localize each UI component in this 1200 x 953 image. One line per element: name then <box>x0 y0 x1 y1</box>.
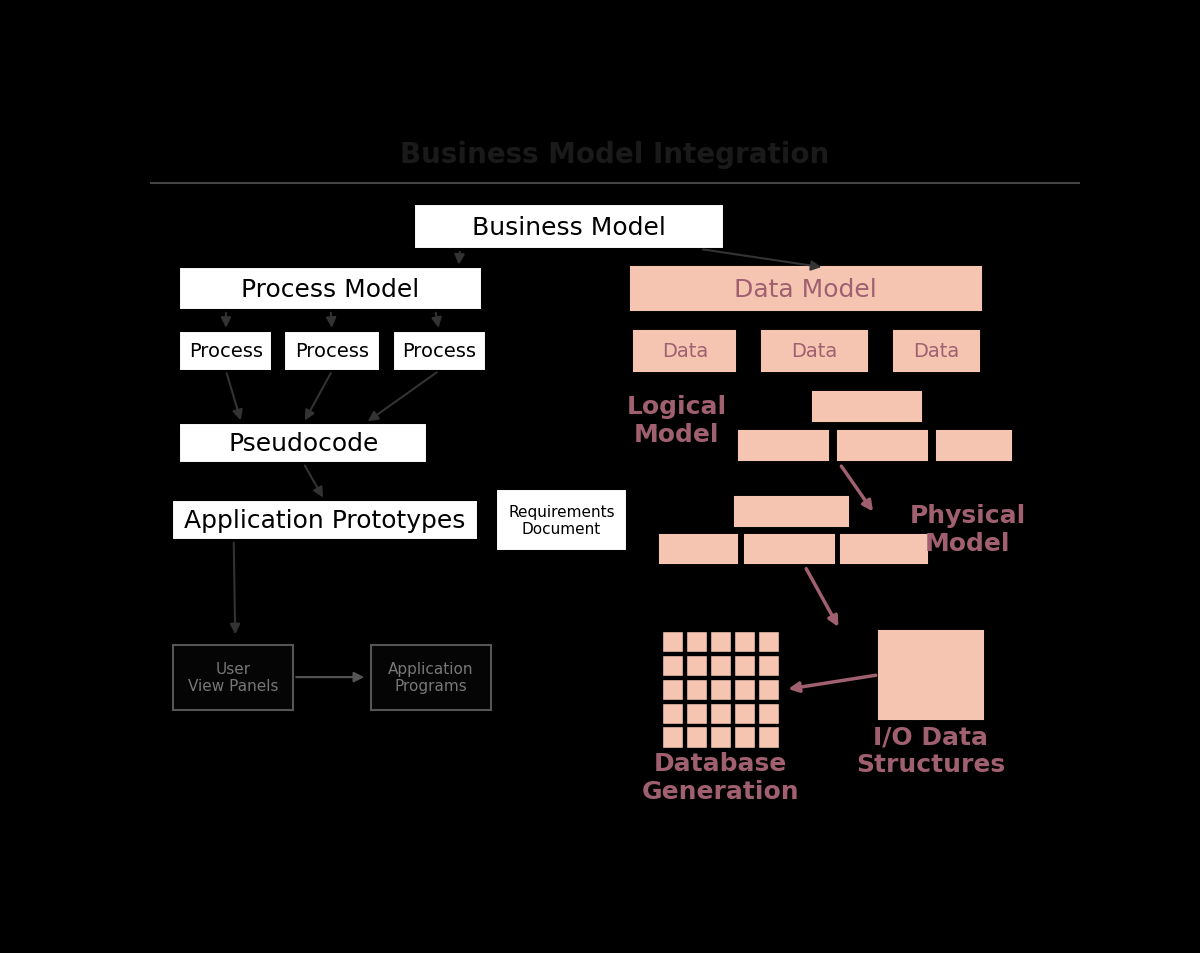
FancyBboxPatch shape <box>685 702 707 724</box>
FancyBboxPatch shape <box>371 645 491 711</box>
FancyBboxPatch shape <box>661 726 683 748</box>
FancyBboxPatch shape <box>661 702 683 724</box>
FancyBboxPatch shape <box>937 432 1012 460</box>
FancyBboxPatch shape <box>709 702 731 724</box>
FancyBboxPatch shape <box>709 726 731 748</box>
Text: Process: Process <box>188 342 263 361</box>
Text: Business Model: Business Model <box>472 215 666 239</box>
FancyBboxPatch shape <box>173 645 293 711</box>
FancyBboxPatch shape <box>739 432 828 460</box>
FancyBboxPatch shape <box>661 679 683 700</box>
Text: Database
Generation: Database Generation <box>642 752 799 803</box>
FancyBboxPatch shape <box>733 655 755 677</box>
FancyBboxPatch shape <box>180 423 427 463</box>
Text: Process: Process <box>402 342 476 361</box>
FancyBboxPatch shape <box>841 536 926 563</box>
FancyBboxPatch shape <box>745 536 834 563</box>
Text: Physical
Model: Physical Model <box>910 504 1026 556</box>
FancyBboxPatch shape <box>685 679 707 700</box>
Text: Data Model: Data Model <box>734 277 877 301</box>
FancyBboxPatch shape <box>757 679 779 700</box>
FancyBboxPatch shape <box>757 655 779 677</box>
Text: Process: Process <box>295 342 370 361</box>
FancyBboxPatch shape <box>733 631 755 653</box>
Text: Data: Data <box>913 342 960 361</box>
FancyBboxPatch shape <box>812 393 922 422</box>
FancyBboxPatch shape <box>284 332 380 372</box>
FancyBboxPatch shape <box>635 332 736 372</box>
FancyBboxPatch shape <box>709 679 731 700</box>
FancyBboxPatch shape <box>894 332 979 372</box>
FancyBboxPatch shape <box>661 655 683 677</box>
FancyBboxPatch shape <box>630 268 980 311</box>
Text: Data: Data <box>792 342 838 361</box>
FancyBboxPatch shape <box>733 702 755 724</box>
FancyBboxPatch shape <box>172 500 478 540</box>
FancyBboxPatch shape <box>180 268 481 311</box>
Text: I/O Data
Structures: I/O Data Structures <box>856 724 1004 777</box>
Text: Requirements
Document: Requirements Document <box>509 504 614 537</box>
FancyBboxPatch shape <box>839 432 928 460</box>
FancyBboxPatch shape <box>733 679 755 700</box>
FancyBboxPatch shape <box>414 205 724 250</box>
FancyBboxPatch shape <box>497 490 626 551</box>
FancyBboxPatch shape <box>757 702 779 724</box>
FancyBboxPatch shape <box>180 332 272 372</box>
Text: Application Prototypes: Application Prototypes <box>184 509 466 533</box>
FancyBboxPatch shape <box>709 655 731 677</box>
Text: Data: Data <box>661 342 708 361</box>
Text: Application
Programs: Application Programs <box>388 661 473 694</box>
Text: User
View Panels: User View Panels <box>187 661 278 694</box>
FancyBboxPatch shape <box>661 631 683 653</box>
Text: Logical
Model: Logical Model <box>626 395 727 446</box>
FancyBboxPatch shape <box>762 332 866 372</box>
Text: Pseudocode: Pseudocode <box>228 432 379 456</box>
FancyBboxPatch shape <box>733 726 755 748</box>
FancyBboxPatch shape <box>757 631 779 653</box>
FancyBboxPatch shape <box>660 536 738 563</box>
Text: Business Model Integration: Business Model Integration <box>401 140 829 169</box>
FancyBboxPatch shape <box>757 726 779 748</box>
FancyBboxPatch shape <box>392 332 486 372</box>
FancyBboxPatch shape <box>685 631 707 653</box>
FancyBboxPatch shape <box>736 497 847 527</box>
FancyBboxPatch shape <box>685 726 707 748</box>
FancyBboxPatch shape <box>685 655 707 677</box>
Text: Process Model: Process Model <box>241 277 420 301</box>
FancyBboxPatch shape <box>878 631 983 720</box>
FancyBboxPatch shape <box>709 631 731 653</box>
